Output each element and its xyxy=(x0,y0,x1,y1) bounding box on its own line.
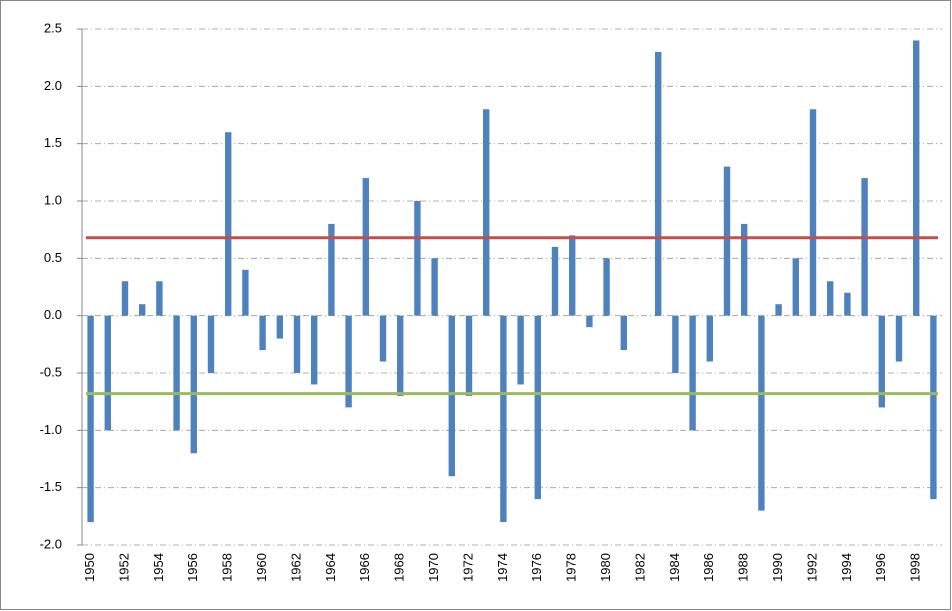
bar xyxy=(620,315,627,351)
bar xyxy=(328,223,335,316)
x-tick-label: 1968 xyxy=(392,553,407,582)
bar xyxy=(276,315,283,339)
bar xyxy=(586,315,593,328)
bar xyxy=(861,178,868,316)
y-tick-label: 1.5 xyxy=(44,135,62,150)
x-tick-label: 1976 xyxy=(529,553,544,582)
bar xyxy=(895,315,903,362)
bar xyxy=(930,315,937,500)
bar xyxy=(156,281,163,316)
bar xyxy=(844,292,851,316)
y-tick-label: 2.0 xyxy=(44,78,62,93)
x-tick-label: 1992 xyxy=(804,553,819,582)
bar xyxy=(379,315,387,362)
bar xyxy=(87,315,94,523)
bar xyxy=(225,132,232,316)
x-tick-label: 1966 xyxy=(357,553,372,582)
bar xyxy=(259,315,266,351)
x-tick-label: 1954 xyxy=(151,553,166,582)
x-tick-label: 1984 xyxy=(667,553,682,582)
bar xyxy=(311,315,318,385)
y-tick-label: -1.0 xyxy=(40,422,62,437)
bar xyxy=(741,223,748,316)
bar xyxy=(913,40,920,316)
bar xyxy=(672,315,679,373)
x-tick-label: 1952 xyxy=(116,553,131,582)
bar xyxy=(500,315,507,523)
bar xyxy=(190,315,197,454)
y-tick-label: 0.5 xyxy=(44,250,62,265)
bar xyxy=(465,315,473,396)
bar xyxy=(569,235,576,316)
bar xyxy=(827,281,834,316)
x-tick-label: 1994 xyxy=(839,553,854,582)
bar xyxy=(397,315,404,396)
bar xyxy=(706,315,713,362)
x-tick-label: 1982 xyxy=(632,553,647,582)
x-tick-label: 1956 xyxy=(185,553,200,582)
bar xyxy=(723,166,731,316)
bar xyxy=(603,258,610,316)
y-tick-label: 1.0 xyxy=(44,192,62,207)
bar xyxy=(483,109,490,316)
x-tick-label: 1972 xyxy=(460,553,475,582)
y-tick-label: -1.5 xyxy=(40,479,62,494)
bar xyxy=(139,304,146,316)
x-tick-label: 1980 xyxy=(598,553,613,582)
x-tick-label: 1998 xyxy=(908,553,923,582)
x-tick-label: 1962 xyxy=(288,553,303,582)
bar xyxy=(104,315,111,431)
x-tick-label: 1986 xyxy=(701,553,716,582)
y-tick-label: 2.5 xyxy=(44,20,62,35)
bar xyxy=(792,258,799,316)
bar xyxy=(689,315,696,431)
x-tick-label: 1970 xyxy=(426,553,441,582)
x-tick-label: 1996 xyxy=(873,553,888,582)
bar xyxy=(517,315,524,385)
bar xyxy=(878,315,885,408)
x-tick-label: 1978 xyxy=(564,553,579,582)
x-tick-label: 1964 xyxy=(323,553,338,582)
bar xyxy=(534,315,541,500)
bar xyxy=(775,304,782,316)
bar xyxy=(655,51,662,316)
x-tick-label: 1990 xyxy=(770,553,785,582)
bar xyxy=(362,178,369,316)
bar xyxy=(293,315,301,373)
bar xyxy=(173,315,180,431)
bar xyxy=(551,246,559,316)
x-tick-label: 1950 xyxy=(82,553,97,582)
x-tick-label: 1958 xyxy=(220,553,235,582)
bar xyxy=(431,258,438,316)
y-tick-label: -2.0 xyxy=(40,536,62,551)
bar xyxy=(758,315,765,511)
bar xyxy=(242,269,249,316)
bar xyxy=(345,315,352,408)
bar xyxy=(121,281,129,316)
bar xyxy=(448,315,455,477)
bar xyxy=(414,201,421,316)
y-tick-label: 0.0 xyxy=(44,307,62,322)
x-tick-label: 1974 xyxy=(495,553,510,582)
y-tick-label: -0.5 xyxy=(40,364,62,379)
bar xyxy=(809,109,817,316)
bar xyxy=(207,315,215,373)
x-tick-label: 1960 xyxy=(254,553,269,582)
x-tick-label: 1988 xyxy=(736,553,751,582)
